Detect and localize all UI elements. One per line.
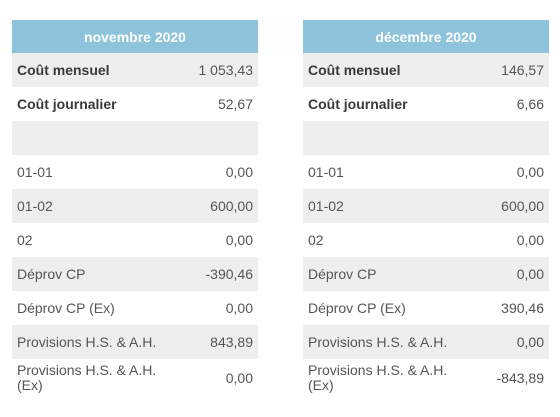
row-label: Coût mensuel [308, 61, 401, 78]
table-row: Coût mensuel 146,57 [303, 53, 549, 87]
row-label: Déprov CP [308, 265, 377, 282]
row-value: 0,00 [516, 266, 544, 282]
table-row: 01-02 600,00 [12, 189, 258, 223]
row-label: Provisions H.S. & A.H. [308, 333, 448, 350]
row-label: Provisions H.S. & A.H. [17, 333, 157, 350]
table-row: Coût journalier 6,66 [303, 87, 549, 121]
table-row-spacer [303, 121, 549, 155]
row-value: 0,00 [225, 164, 253, 180]
table-row: Provisions H.S. & A.H. 843,89 [12, 325, 258, 359]
row-label: Déprov CP (Ex) [308, 299, 406, 316]
table-row: Déprov CP 0,00 [303, 257, 549, 291]
row-value: 146,57 [501, 62, 544, 78]
row-label: Coût mensuel [17, 61, 110, 78]
row-value: 0,00 [516, 232, 544, 248]
row-value: -390,46 [205, 266, 253, 282]
row-value: 52,67 [217, 96, 253, 112]
table-row: 01-02 600,00 [303, 189, 549, 223]
table-row: Déprov CP -390,46 [12, 257, 258, 291]
row-value: 0,00 [225, 370, 253, 386]
table-row: 01-01 0,00 [303, 155, 549, 189]
row-value: 390,46 [501, 300, 544, 316]
row-value: 0,00 [225, 300, 253, 316]
row-label: 01-01 [17, 163, 53, 180]
table-row: 02 0,00 [303, 223, 549, 257]
row-label: 01-02 [308, 197, 344, 214]
table-row: 02 0,00 [12, 223, 258, 257]
table-row: Provisions H.S. & A.H. (Ex) 0,00 [12, 359, 258, 397]
row-value: -843,89 [496, 370, 544, 386]
table-row: Provisions H.S. & A.H. 0,00 [303, 325, 549, 359]
table-row: Déprov CP (Ex) 0,00 [12, 291, 258, 325]
row-value: 1 053,43 [198, 62, 254, 78]
row-label: Déprov CP [17, 265, 86, 282]
row-value: 0,00 [516, 334, 544, 350]
month-table-november: novembre 2020 Coût mensuel 1 053,43 Coût… [12, 20, 258, 397]
row-label: Provisions H.S. & A.H. (Ex) [17, 362, 157, 393]
table-row: Coût mensuel 1 053,43 [12, 53, 258, 87]
row-label: 02 [308, 231, 324, 248]
row-value: 0,00 [225, 232, 253, 248]
month-table-december: décembre 2020 Coût mensuel 146,57 Coût j… [303, 20, 549, 397]
row-value: 0,00 [516, 164, 544, 180]
row-label: 01-01 [308, 163, 344, 180]
row-value: 6,66 [516, 96, 544, 112]
row-label: Déprov CP (Ex) [17, 299, 115, 316]
table-row: 01-01 0,00 [12, 155, 258, 189]
table-row-spacer [12, 121, 258, 155]
month-header: décembre 2020 [303, 20, 549, 53]
table-row: Coût journalier 52,67 [12, 87, 258, 121]
row-value: 600,00 [501, 198, 544, 214]
table-row: Déprov CP (Ex) 390,46 [303, 291, 549, 325]
row-label: Coût journalier [17, 95, 117, 112]
table-row: Provisions H.S. & A.H. (Ex) -843,89 [303, 359, 549, 397]
month-header: novembre 2020 [12, 20, 258, 53]
row-label: 02 [17, 231, 33, 248]
row-value: 843,89 [210, 334, 253, 350]
row-label: 01-02 [17, 197, 53, 214]
row-label: Coût journalier [308, 95, 408, 112]
row-label: Provisions H.S. & A.H. (Ex) [308, 362, 448, 393]
row-value: 600,00 [210, 198, 253, 214]
